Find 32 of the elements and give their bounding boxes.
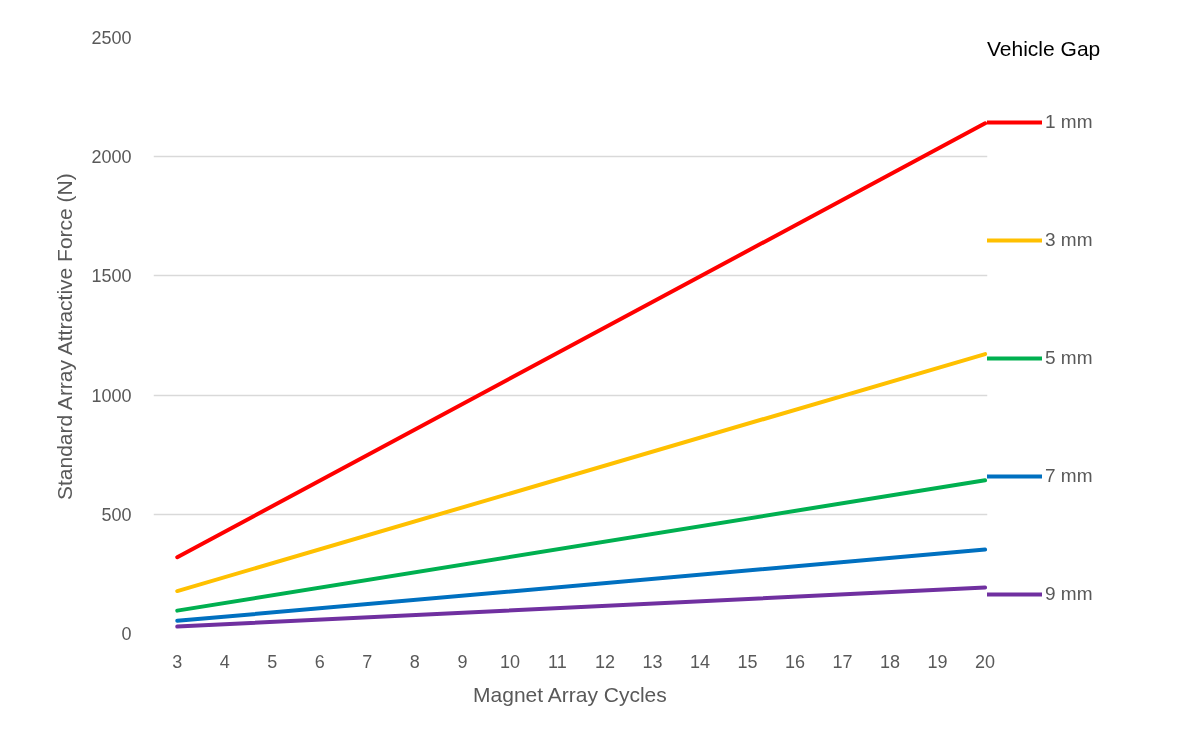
legend-label: 7 mm: [1045, 465, 1093, 487]
legend-label: 3 mm: [1045, 229, 1093, 251]
x-tick-label: 7: [362, 651, 373, 672]
legend-label: 9 mm: [1045, 583, 1093, 605]
x-tick-label: 19: [927, 651, 948, 672]
x-tick-label: 4: [219, 651, 230, 672]
x-tick-label: 20: [975, 651, 996, 672]
y-tick-label: 1500: [91, 266, 132, 287]
x-tick-label: 5: [267, 651, 278, 672]
y-tick-label: 500: [101, 504, 132, 525]
y-tick-label: 2000: [91, 147, 132, 168]
legend-title: Vehicle Gap: [987, 37, 1101, 61]
x-tick-label: 3: [172, 651, 183, 672]
x-tick-label: 11: [548, 651, 567, 672]
x-tick-label: 14: [689, 651, 711, 672]
y-tick-label: 1000: [91, 385, 132, 406]
x-tick-label: 9: [457, 651, 468, 672]
x-tick-label: 13: [642, 651, 663, 672]
x-tick-label: 18: [880, 651, 901, 672]
x-tick-label: 8: [409, 651, 420, 672]
x-tick-label: 16: [785, 651, 806, 672]
x-tick-label: 15: [737, 651, 758, 672]
x-tick-label: 10: [499, 651, 520, 672]
x-tick-label: 17: [832, 651, 853, 672]
legend-label: 5 mm: [1045, 347, 1093, 369]
y-axis-title: Standard Array Attractive Force (N): [53, 173, 77, 501]
y-tick-label: 0: [121, 624, 132, 644]
x-tick-label: 12: [594, 651, 615, 672]
x-axis-title: Magnet Array Cycles: [473, 682, 667, 706]
x-tick-label: 6: [314, 651, 325, 672]
legend-label: 1 mm: [1045, 111, 1093, 133]
y-tick-label: 2500: [91, 28, 132, 48]
